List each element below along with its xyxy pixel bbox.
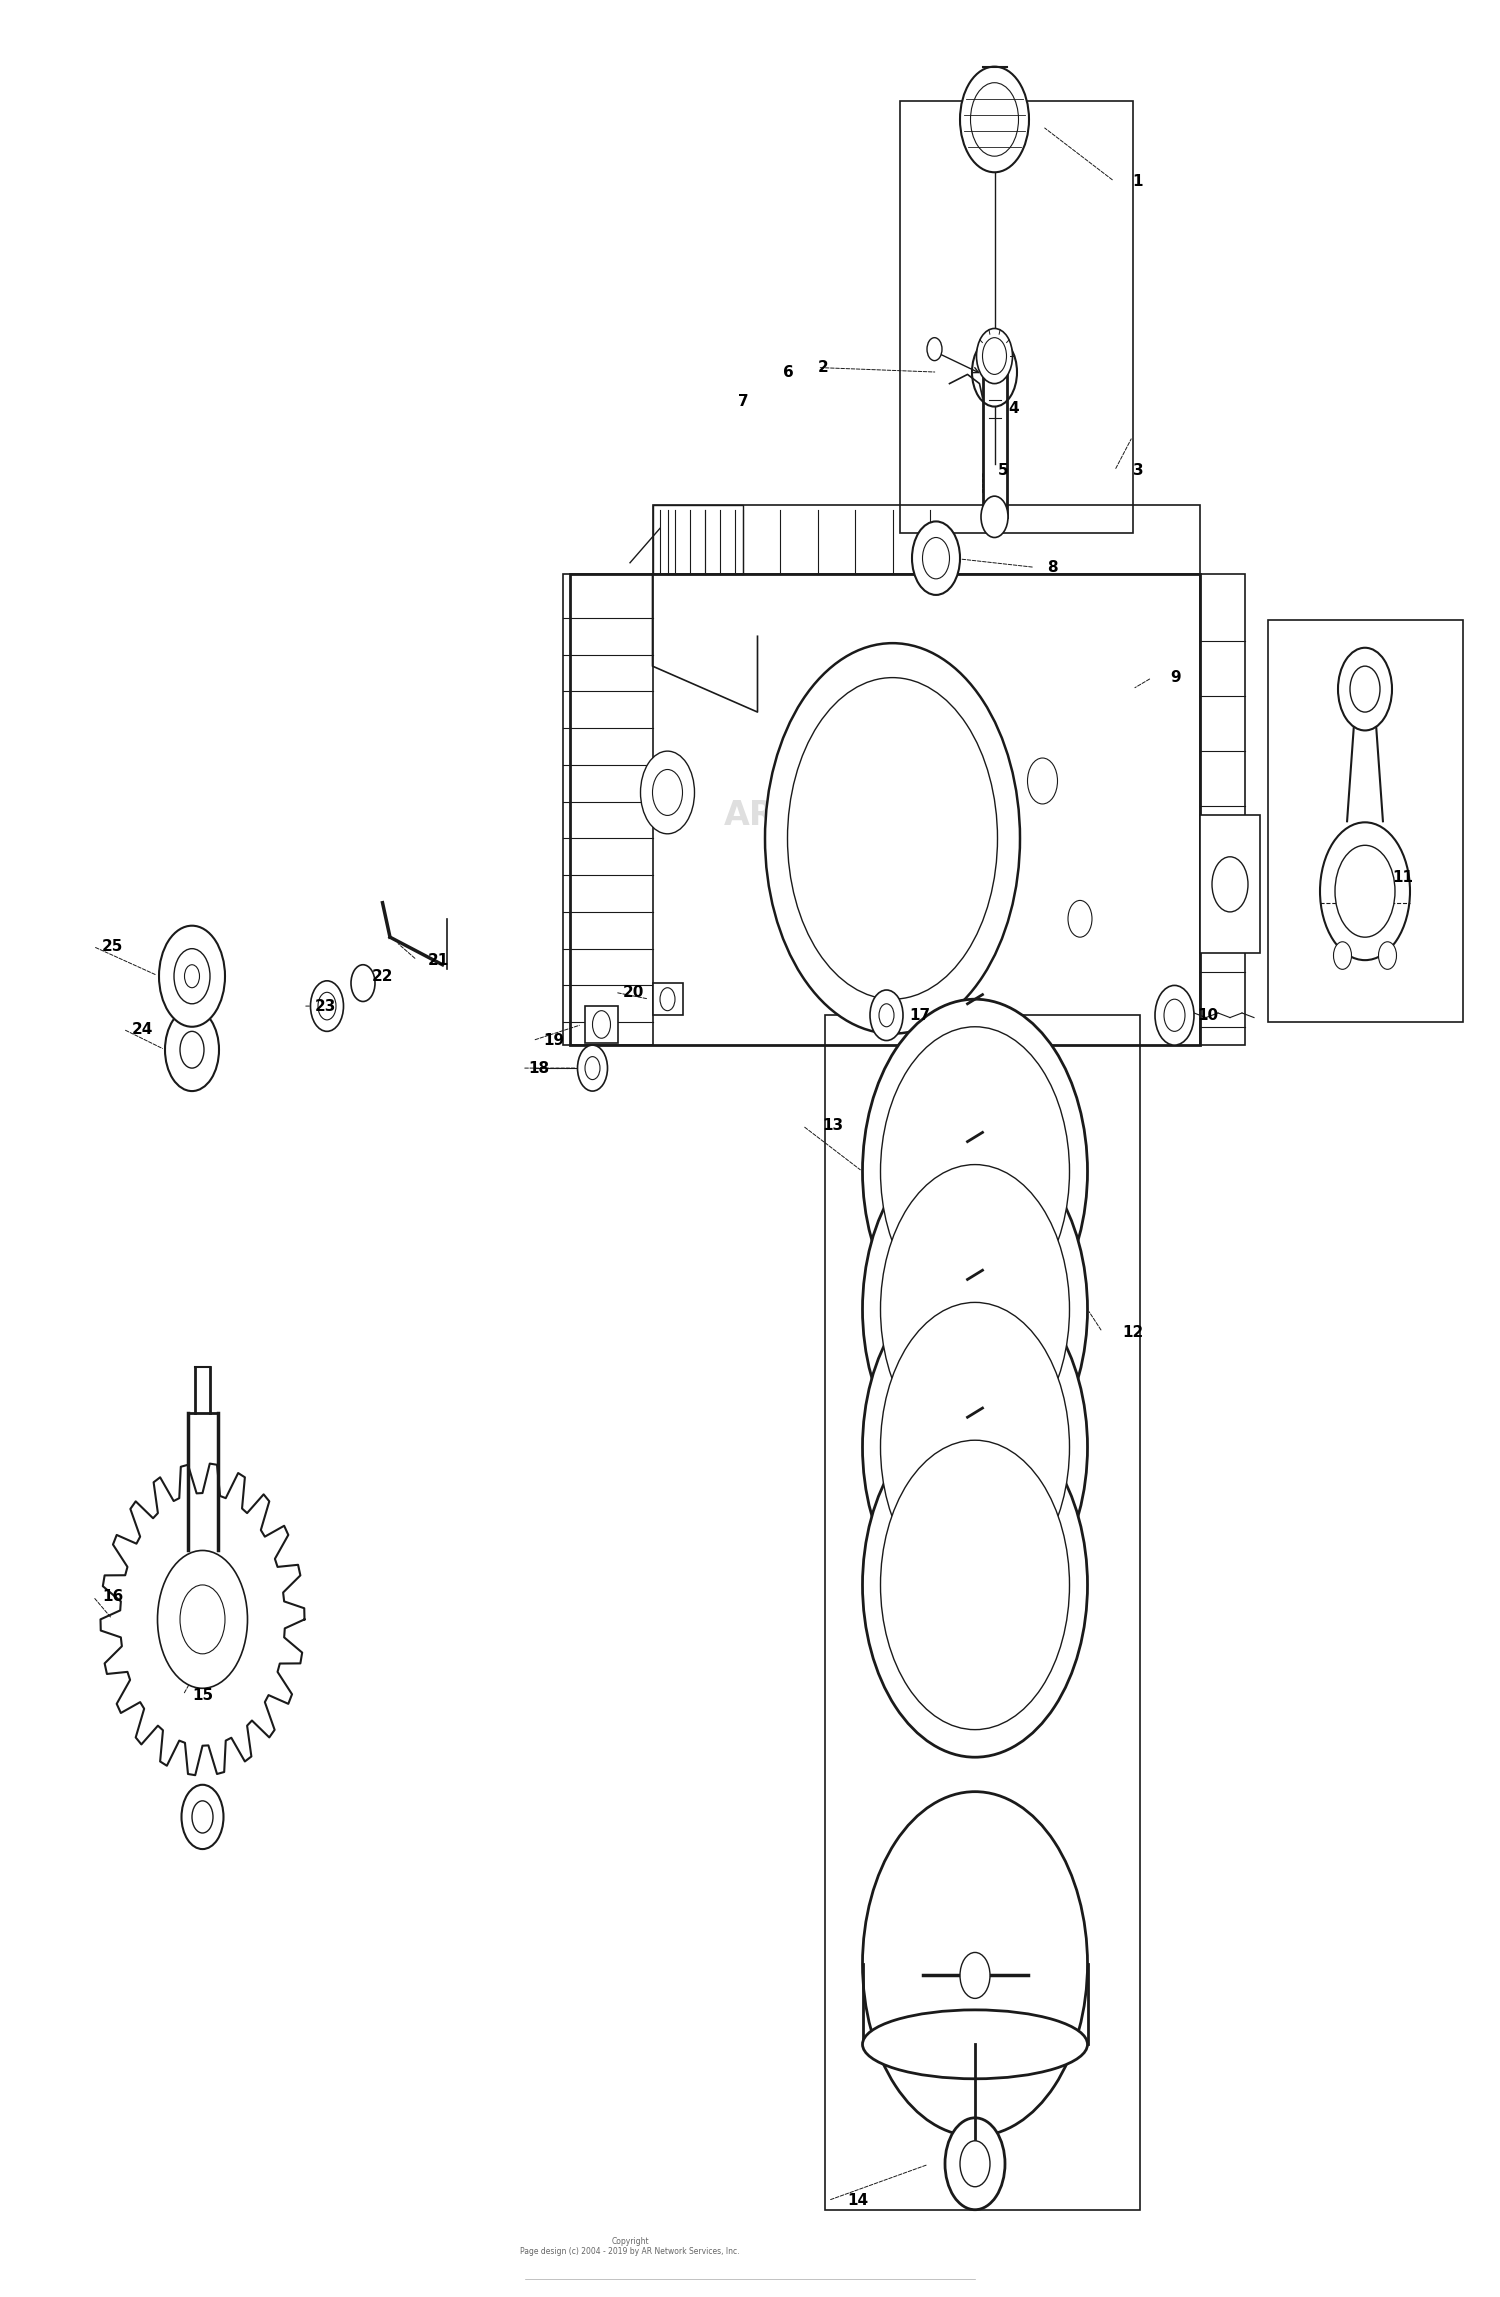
Circle shape bbox=[585, 1057, 600, 1080]
Bar bbox=[652, 505, 742, 574]
Circle shape bbox=[912, 521, 960, 595]
Text: 14: 14 bbox=[847, 2194, 868, 2207]
Circle shape bbox=[158, 1550, 248, 1688]
Circle shape bbox=[180, 1585, 225, 1654]
Text: 17: 17 bbox=[909, 1008, 930, 1022]
Text: 18: 18 bbox=[528, 1061, 549, 1075]
Circle shape bbox=[660, 988, 675, 1011]
Text: 6: 6 bbox=[783, 365, 794, 379]
Bar bbox=[570, 574, 1200, 1045]
Text: 8: 8 bbox=[1047, 560, 1058, 574]
Circle shape bbox=[1068, 900, 1092, 937]
Text: 23: 23 bbox=[315, 999, 336, 1013]
Circle shape bbox=[180, 1031, 204, 1068]
Text: 11: 11 bbox=[1392, 871, 1413, 884]
Circle shape bbox=[880, 1302, 1070, 1592]
Circle shape bbox=[972, 338, 1017, 407]
Bar bbox=[1268, 620, 1462, 1022]
Circle shape bbox=[1155, 985, 1194, 1045]
Circle shape bbox=[592, 1011, 610, 1038]
Text: 16: 16 bbox=[102, 1590, 123, 1603]
Bar bbox=[900, 101, 1132, 533]
Circle shape bbox=[652, 769, 682, 815]
Text: 5: 5 bbox=[998, 464, 1008, 478]
Circle shape bbox=[960, 67, 1029, 172]
Circle shape bbox=[1378, 942, 1396, 969]
Text: 20: 20 bbox=[622, 985, 644, 999]
Circle shape bbox=[880, 1440, 1070, 1730]
Text: 13: 13 bbox=[822, 1119, 843, 1132]
Text: 9: 9 bbox=[1170, 671, 1180, 685]
Text: 7: 7 bbox=[738, 395, 748, 409]
Circle shape bbox=[862, 999, 1088, 1344]
Text: 22: 22 bbox=[372, 969, 393, 983]
Circle shape bbox=[880, 1027, 1070, 1316]
Text: Copyright
Page design (c) 2004 - 2019 by AR Network Services, Inc.: Copyright Page design (c) 2004 - 2019 by… bbox=[520, 2237, 740, 2256]
Bar bbox=[562, 574, 652, 1045]
Circle shape bbox=[927, 338, 942, 361]
Circle shape bbox=[981, 496, 1008, 537]
Text: 10: 10 bbox=[1197, 1008, 1218, 1022]
Circle shape bbox=[765, 643, 1020, 1034]
Text: 15: 15 bbox=[192, 1688, 213, 1702]
Circle shape bbox=[976, 328, 1012, 384]
Polygon shape bbox=[652, 983, 682, 1015]
Circle shape bbox=[862, 1275, 1088, 1619]
Text: 12: 12 bbox=[1122, 1325, 1143, 1339]
Circle shape bbox=[1028, 758, 1057, 804]
Circle shape bbox=[922, 537, 950, 579]
Circle shape bbox=[184, 965, 200, 988]
Circle shape bbox=[192, 1801, 213, 1833]
Circle shape bbox=[1320, 822, 1410, 960]
Circle shape bbox=[945, 2118, 1005, 2210]
Text: AR: AR bbox=[724, 799, 776, 832]
Circle shape bbox=[982, 338, 1006, 374]
Circle shape bbox=[788, 678, 998, 999]
Circle shape bbox=[182, 1785, 224, 1849]
Text: 4: 4 bbox=[1008, 402, 1019, 416]
Text: 19: 19 bbox=[543, 1034, 564, 1047]
Bar bbox=[585, 1006, 618, 1043]
Circle shape bbox=[879, 1004, 894, 1027]
Bar bbox=[652, 505, 1200, 574]
Circle shape bbox=[862, 1792, 1088, 2136]
Circle shape bbox=[318, 992, 336, 1020]
Circle shape bbox=[351, 965, 375, 1001]
Circle shape bbox=[578, 1045, 608, 1091]
Bar bbox=[825, 1015, 1140, 2210]
Circle shape bbox=[1350, 666, 1380, 712]
Text: 3: 3 bbox=[1132, 464, 1143, 478]
Circle shape bbox=[880, 1165, 1070, 1454]
Circle shape bbox=[640, 751, 694, 834]
Circle shape bbox=[870, 990, 903, 1041]
Circle shape bbox=[159, 926, 225, 1027]
Circle shape bbox=[862, 1413, 1088, 1757]
Text: 1: 1 bbox=[1132, 175, 1143, 188]
Circle shape bbox=[1335, 845, 1395, 937]
Circle shape bbox=[1212, 857, 1248, 912]
Circle shape bbox=[310, 981, 344, 1031]
Text: 25: 25 bbox=[102, 939, 123, 953]
Ellipse shape bbox=[862, 2010, 1088, 2079]
Text: 24: 24 bbox=[132, 1022, 153, 1036]
Bar bbox=[1200, 815, 1260, 953]
Circle shape bbox=[960, 1952, 990, 1998]
Text: 21: 21 bbox=[427, 953, 448, 967]
Circle shape bbox=[165, 1008, 219, 1091]
Circle shape bbox=[174, 949, 210, 1004]
Circle shape bbox=[960, 2141, 990, 2187]
Circle shape bbox=[1164, 999, 1185, 1031]
Circle shape bbox=[1334, 942, 1352, 969]
Bar bbox=[1200, 574, 1245, 1045]
Text: 2: 2 bbox=[818, 361, 828, 374]
Circle shape bbox=[862, 1137, 1088, 1482]
Circle shape bbox=[1338, 648, 1392, 730]
Circle shape bbox=[970, 83, 1018, 156]
